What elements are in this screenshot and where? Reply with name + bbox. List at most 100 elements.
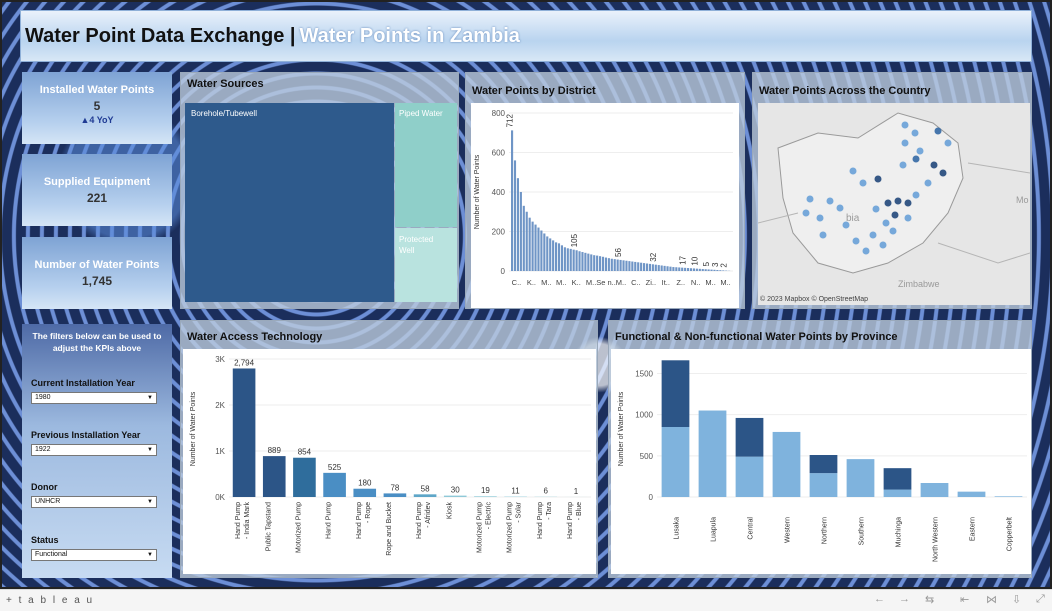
access-data-label: 180 xyxy=(358,479,372,488)
y-tick-label: 400 xyxy=(492,188,506,197)
header-title-sub: Water Points in Zambia xyxy=(299,24,520,47)
district-bar xyxy=(654,264,657,271)
district-data-label: 10 xyxy=(690,256,699,265)
province-bar-segment-nonfunctional xyxy=(809,455,838,474)
province-bar-segment-functional xyxy=(846,459,875,497)
download-icon[interactable]: ⇩ xyxy=(1012,594,1022,606)
district-bar xyxy=(590,254,593,271)
water-point-marker xyxy=(869,231,877,239)
map-area[interactable]: bia Zimbabwe Mo © 2023 Mapbox © OpenStre… xyxy=(758,103,1030,305)
water-point-marker xyxy=(879,241,887,249)
filter-donor-label: Donor xyxy=(31,482,58,492)
y-tick-label: 0 xyxy=(501,267,506,276)
undo-icon[interactable]: ← xyxy=(874,593,885,605)
water-point-marker xyxy=(836,204,844,212)
filter-status-select[interactable]: Functional ▼ xyxy=(31,549,157,561)
district-bar xyxy=(628,261,631,271)
water-point-markers xyxy=(802,121,952,255)
district-bar xyxy=(619,259,622,271)
chevron-down-icon: ▼ xyxy=(147,499,153,505)
dashboard-header: Water Point Data Exchange | Water Points… xyxy=(20,10,1032,62)
treemap-label-borehole: Borehole/Tubewell xyxy=(191,109,257,118)
access-bar xyxy=(323,472,346,497)
treemap-cell-piped[interactable]: Piped Water xyxy=(395,103,457,227)
map-place-mozambique: Mo xyxy=(1016,195,1029,205)
province-x-tick-label: North Western xyxy=(933,517,940,562)
district-bar xyxy=(593,255,596,271)
water-point-marker xyxy=(939,169,947,177)
district-bar xyxy=(572,249,575,271)
revert-icon[interactable]: ⇆ xyxy=(925,594,935,606)
fullscreen-icon[interactable]: ⤢ xyxy=(1036,593,1045,605)
chevron-down-icon: ▼ xyxy=(147,447,153,453)
district-bar xyxy=(560,245,563,271)
district-bar xyxy=(669,266,672,271)
district-x-tick-label: M.. xyxy=(586,278,596,287)
province-bar-segment-nonfunctional xyxy=(735,417,764,457)
province-bar-segment-functional xyxy=(698,410,727,497)
district-bar xyxy=(678,267,681,271)
district-bar xyxy=(713,269,716,271)
water-point-marker xyxy=(889,227,897,235)
district-x-tick-label: K.. xyxy=(527,278,536,287)
province-bar-segment-functional xyxy=(920,483,949,497)
province-bar-segment-functional xyxy=(661,427,690,497)
filter-previous-year-select[interactable]: 1922 ▼ xyxy=(31,444,157,456)
access-x-tick-label: - Afridev xyxy=(425,502,432,528)
filter-current-year-select[interactable]: 1980 ▼ xyxy=(31,392,157,404)
map-panel: Water Points Across the Country bia Zimb… xyxy=(752,72,1032,309)
pause-icon[interactable]: ⇤ xyxy=(960,594,970,606)
water-point-marker xyxy=(930,161,938,169)
access-x-tick-label: - Tara xyxy=(546,502,553,520)
treemap-cell-protected-well[interactable]: Protected Well xyxy=(395,228,457,302)
water-point-marker xyxy=(901,121,909,129)
district-bar xyxy=(622,260,625,271)
district-y-axis-title: Number of Water Points xyxy=(474,154,481,229)
access-x-tick-label: Hand Pump xyxy=(416,502,423,539)
access-x-tick-label: - Rope xyxy=(365,502,372,523)
map-place-zambia: bia xyxy=(846,213,860,224)
water-point-marker xyxy=(826,197,834,205)
district-bar xyxy=(675,267,678,271)
share-icon[interactable]: ⋈ xyxy=(986,594,997,606)
district-bar xyxy=(695,268,698,271)
redo-icon[interactable]: → xyxy=(899,593,910,605)
water-point-marker xyxy=(842,221,850,229)
access-data-label: 854 xyxy=(298,448,312,457)
water-sources-title: Water Sources xyxy=(187,78,264,90)
kpi-supplied-value: 221 xyxy=(86,191,108,205)
water-point-marker xyxy=(882,219,890,227)
map-attribution: © 2023 Mapbox © OpenStreetMap xyxy=(760,295,868,303)
province-bar-segment-functional xyxy=(957,491,986,497)
district-data-label: 17 xyxy=(679,255,688,264)
district-bar xyxy=(660,265,663,271)
chevron-down-icon: ▼ xyxy=(147,395,153,401)
province-y-axis-title: Number of Water Points xyxy=(618,391,625,466)
water-point-marker xyxy=(916,147,924,155)
district-bar xyxy=(684,267,687,271)
access-bar xyxy=(474,496,497,497)
access-x-tick-label: Hand Pump xyxy=(326,502,333,539)
treemap-cell-borehole[interactable]: Borehole/Tubewell xyxy=(185,103,394,302)
district-plot: 8006004002000712105563217105321Number of… xyxy=(471,96,740,308)
map-place-zimbabwe: Zimbabwe xyxy=(898,279,940,289)
province-x-tick-label: Eastern xyxy=(970,517,977,541)
district-bar xyxy=(563,247,566,271)
tableau-logo[interactable]: + t a b l e a u xyxy=(6,595,95,606)
province-x-tick-label: Central xyxy=(748,517,755,540)
district-x-tick-label: K.. xyxy=(572,278,581,287)
water-point-marker xyxy=(934,127,942,135)
water-point-marker xyxy=(849,167,857,175)
district-bar xyxy=(640,262,643,271)
y-tick-label: 3K xyxy=(215,355,225,364)
access-x-tick-label: - Electric xyxy=(485,502,492,530)
district-bar xyxy=(657,265,660,271)
district-bar xyxy=(599,256,602,271)
filter-donor-select[interactable]: UNHCR ▼ xyxy=(31,496,157,508)
water-point-marker xyxy=(802,209,810,217)
access-x-tick-label: - India Mark xyxy=(244,502,251,539)
district-x-tick-label: Z.. xyxy=(676,278,685,287)
district-x-tick-label: M.. xyxy=(705,278,715,287)
district-chart-svg: 8006004002000712105563217105321Number of… xyxy=(474,96,740,287)
district-bar xyxy=(681,267,684,271)
